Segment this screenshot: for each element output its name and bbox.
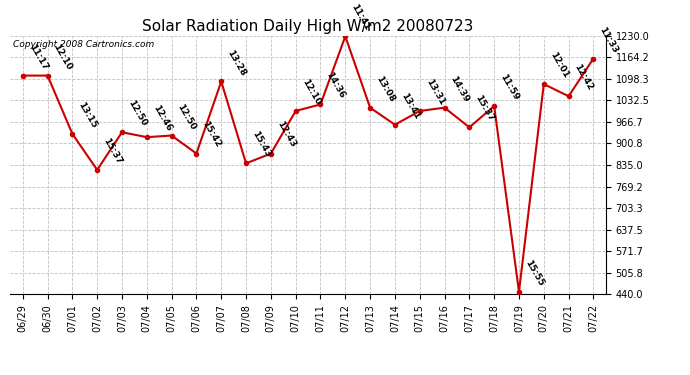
Text: 15:43: 15:43 xyxy=(250,130,273,159)
Text: 13:41: 13:41 xyxy=(399,91,422,120)
Text: 14:39: 14:39 xyxy=(448,74,471,104)
Text: 11:59: 11:59 xyxy=(498,72,520,102)
Text: 12:46: 12:46 xyxy=(151,104,173,133)
Text: 13:28: 13:28 xyxy=(226,48,248,77)
Text: 12:43: 12:43 xyxy=(275,120,297,149)
Text: 13:31: 13:31 xyxy=(424,78,446,107)
Text: 12:50: 12:50 xyxy=(126,99,148,128)
Text: 13:08: 13:08 xyxy=(374,74,396,104)
Text: 12:10: 12:10 xyxy=(52,42,74,71)
Text: 12:01: 12:01 xyxy=(548,51,570,80)
Text: 14:36: 14:36 xyxy=(325,71,347,100)
Text: 15:55: 15:55 xyxy=(523,258,545,288)
Text: 15:37: 15:37 xyxy=(101,136,124,166)
Title: Solar Radiation Daily High W/m2 20080723: Solar Radiation Daily High W/m2 20080723 xyxy=(142,20,474,34)
Text: 15:37: 15:37 xyxy=(473,94,495,123)
Text: 11:33: 11:33 xyxy=(598,25,620,54)
Text: Copyright 2008 Cartronics.com: Copyright 2008 Cartronics.com xyxy=(13,39,155,48)
Text: 15:42: 15:42 xyxy=(201,120,223,149)
Text: 12:42: 12:42 xyxy=(573,63,595,92)
Text: 13:15: 13:15 xyxy=(77,100,99,130)
Text: 12:50: 12:50 xyxy=(176,102,198,131)
Text: 11:41: 11:41 xyxy=(349,3,372,32)
Text: 12:10: 12:10 xyxy=(300,78,322,107)
Text: 11:17: 11:17 xyxy=(27,42,49,71)
